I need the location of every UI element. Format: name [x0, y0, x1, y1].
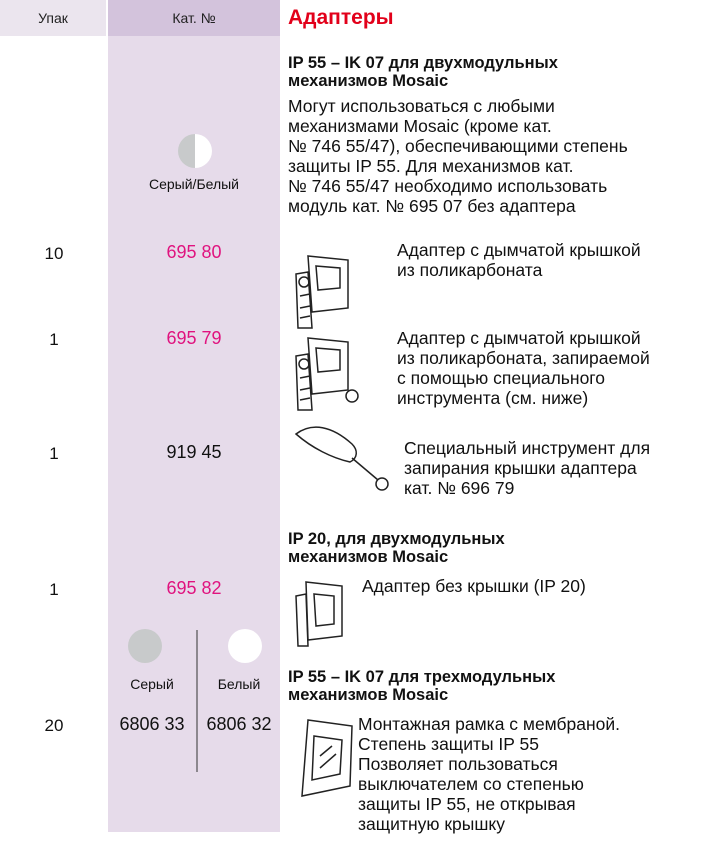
color-label: Серый/Белый	[148, 176, 239, 192]
cat-number: 695 80	[166, 242, 222, 262]
cat-column	[108, 36, 280, 832]
color-swatches	[128, 629, 262, 772]
text-line: защиты IP 55, не открывая	[358, 794, 576, 814]
section-heading: IP 55 – IK 07 для трехмодульных механизмо…	[288, 668, 555, 704]
screwdriver-icon	[294, 426, 389, 491]
adapter-icon	[295, 255, 349, 329]
item-text: Монтажная рамка с мембраной. Степень защи…	[358, 714, 620, 834]
pack-qty: 1	[49, 444, 59, 463]
text-line: Специальный инструмент для	[404, 438, 651, 458]
text-line: механизмов Mosaic	[288, 686, 449, 704]
text-line: инструмента (см. ниже)	[397, 388, 589, 408]
header-pack: Упак	[0, 0, 106, 36]
text-line: защиты IP 55. Для механизмов кат.	[288, 156, 574, 176]
text-line: IP 20, для двухмодульных	[288, 530, 505, 548]
text-line: защитную крышку	[358, 814, 505, 834]
page-title: Адаптеры	[288, 6, 394, 29]
section-heading: IP 55 – IK 07 для двухмодульных механизмо…	[288, 54, 558, 90]
item-text: Адаптер без крышки (IP 20)	[362, 576, 586, 596]
text-line: из поликарбоната	[397, 260, 543, 280]
text-line: Адаптер с дымчатой крышкой	[397, 328, 641, 348]
text-line: Адаптер без крышки (IP 20)	[362, 576, 586, 596]
text-line: № 746 55/47), обеспечивающими степень	[288, 136, 628, 156]
text-line: запирания крышки адаптера	[404, 458, 637, 478]
cat-number: 6806 32	[206, 714, 272, 734]
pack-qty: 1	[49, 580, 59, 599]
text-line: Адаптер с дымчатой крышкой	[397, 240, 641, 260]
text-line: механизмов Mosaic	[288, 548, 449, 566]
header-cat: Кат. №	[108, 0, 280, 36]
adapter-frame-icon	[295, 581, 343, 647]
cat-number: 6806 33	[119, 714, 185, 734]
text-line: № 746 55/47 необходимо использовать	[288, 176, 608, 196]
item-text: Адаптер с дымчатой крышкой из поликарбона…	[397, 328, 650, 408]
section-description: Могут использоваться с любыми механизмами…	[288, 96, 628, 216]
item-text: Специальный инструмент для запирания крыш…	[404, 438, 650, 498]
text-line: Позволяет пользоваться	[358, 754, 558, 774]
adapter-lock-icon	[295, 337, 359, 411]
section-heading: IP 20, для двухмодульных механизмов Mosai…	[288, 530, 505, 566]
text-line: Могут использоваться с любыми	[288, 96, 555, 116]
text-line: Степень защиты IP 55	[358, 734, 539, 754]
text-line: с помощью специального	[397, 368, 606, 388]
color-label: Серый	[130, 676, 174, 692]
text-line: модуль кат. № 695 07 без адаптера	[288, 196, 576, 216]
cat-number: 695 79	[166, 328, 222, 348]
text-line: механизмами Mosaic (кроме кат.	[288, 116, 552, 136]
pack-qty: 1	[49, 330, 59, 349]
color-label: Белый	[217, 676, 261, 692]
item-text: Адаптер с дымчатой крышкой из поликарбона…	[397, 240, 641, 280]
text-line: IP 55 – IK 07 для двухмодульных	[288, 54, 558, 72]
pack-qty: 20	[44, 716, 64, 735]
pack-qty: 10	[44, 244, 64, 263]
text-line: кат. № 696 79	[404, 478, 515, 498]
color-swatch	[178, 134, 212, 168]
cat-number: 695 82	[166, 578, 222, 598]
text-line: выключателем со степенью	[358, 774, 584, 794]
cat-number: 919 45	[166, 442, 222, 462]
text-line: из поликарбоната, запираемой	[397, 348, 650, 368]
text-line: IP 55 – IK 07 для трехмодульных	[288, 668, 556, 686]
text-line: механизмов Mosaic	[288, 72, 449, 90]
text-line: Монтажная рамка с мембраной.	[358, 714, 621, 734]
mounting-frame-icon	[301, 719, 353, 797]
